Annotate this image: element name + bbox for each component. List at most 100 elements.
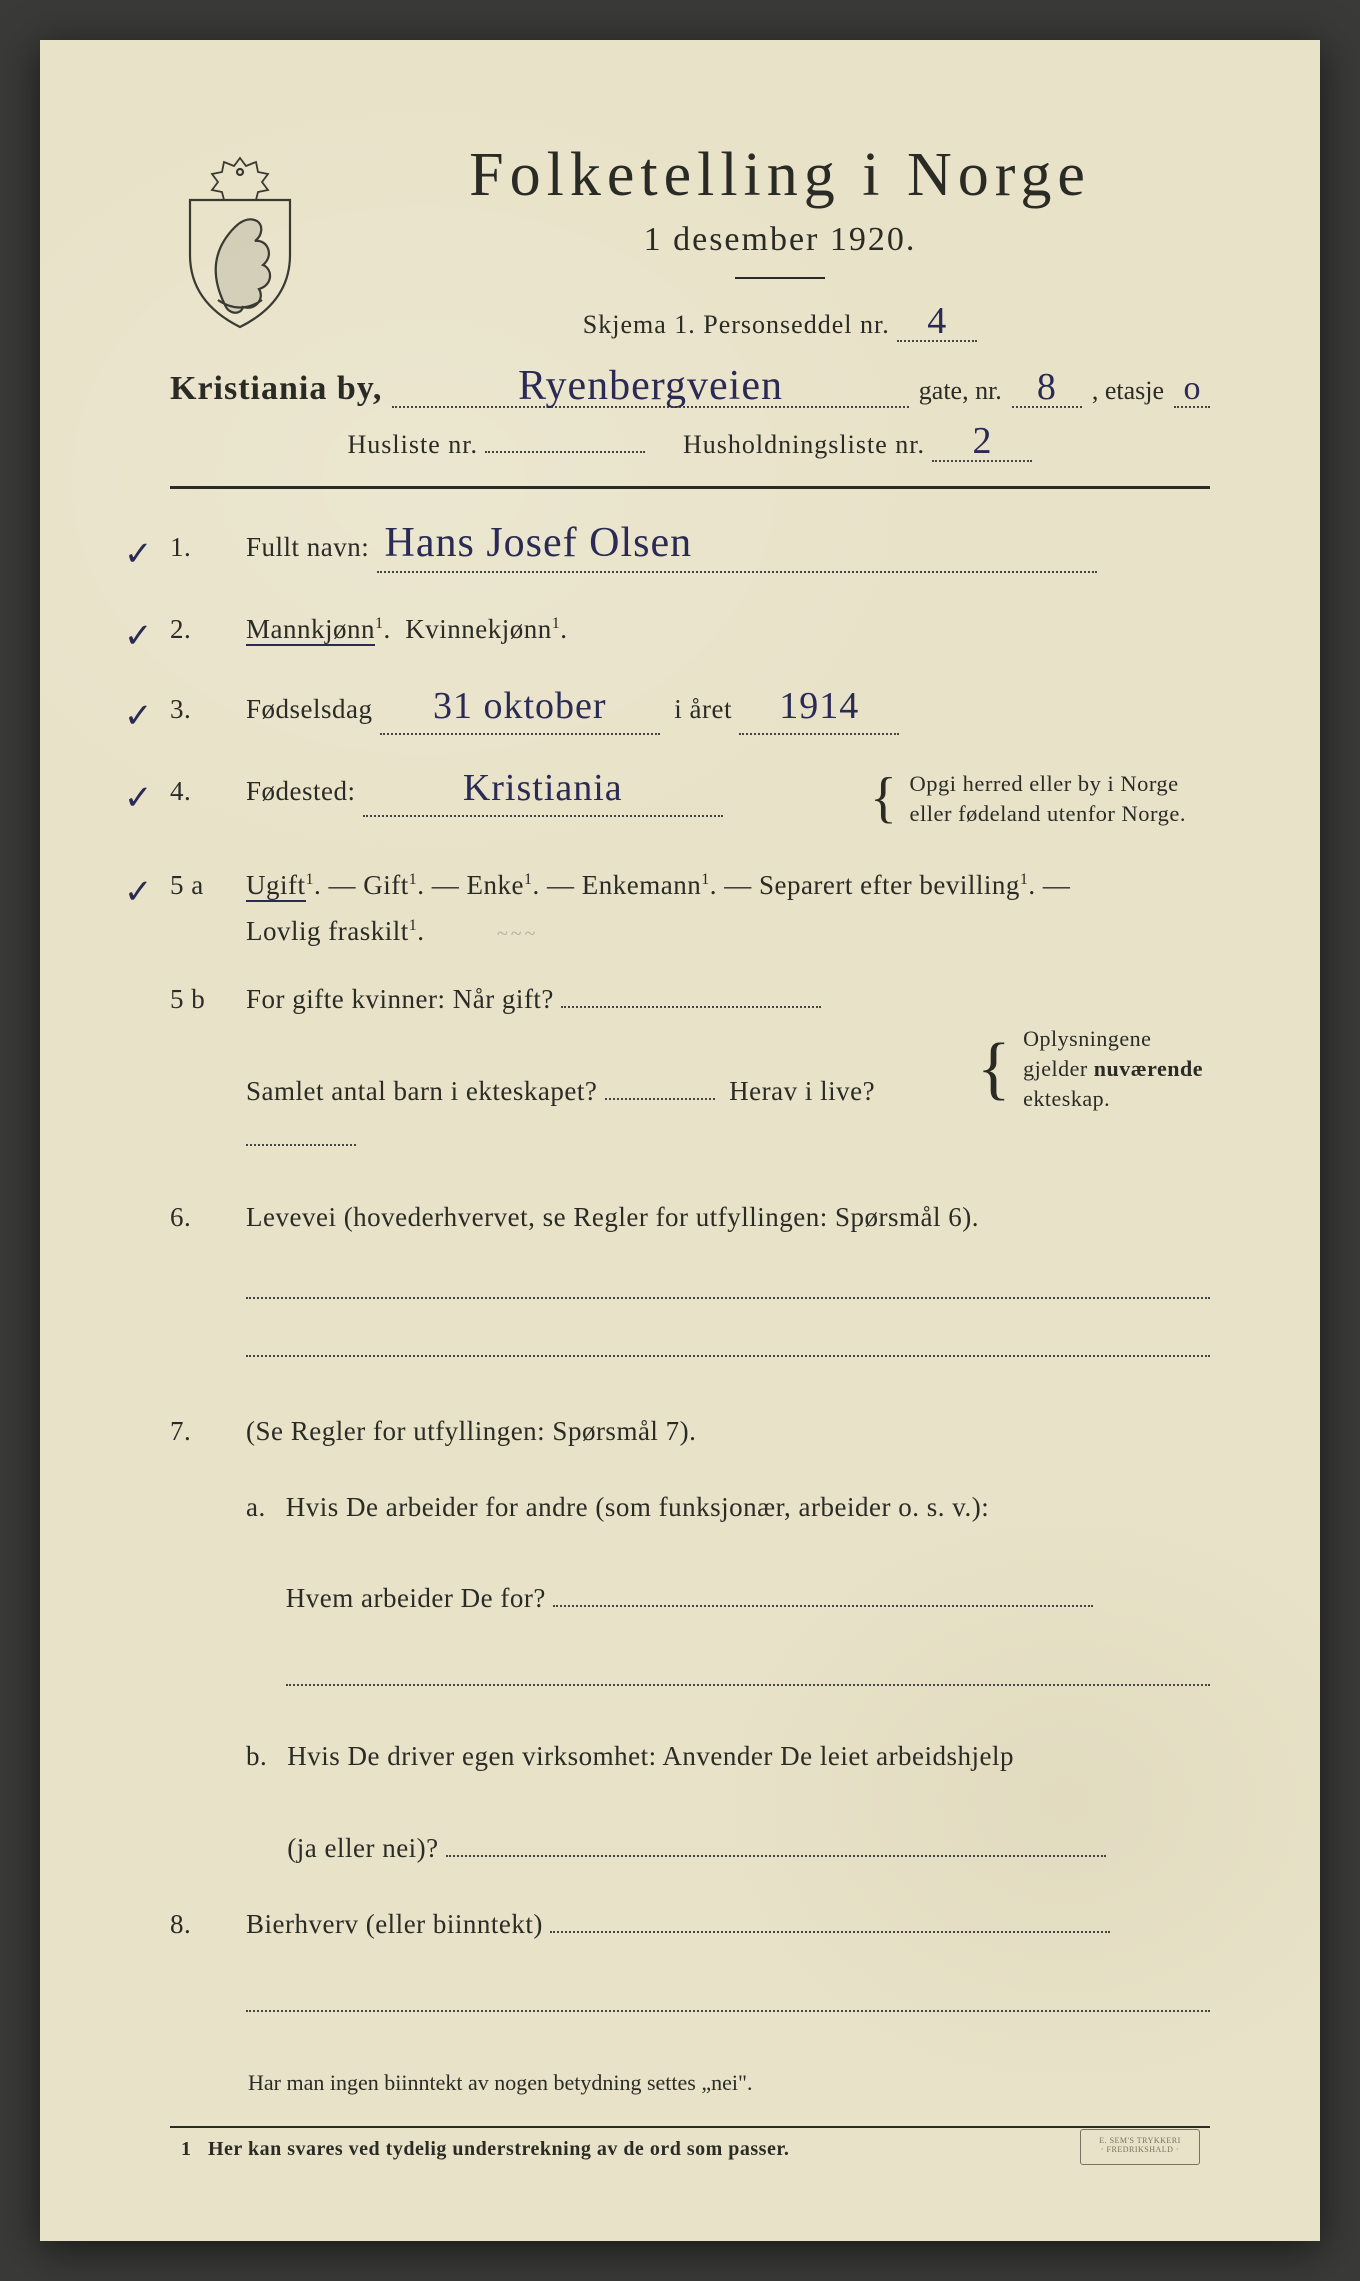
question-2: ✓ 2. Mannkjønn1. Kvinnekjønn1. bbox=[170, 607, 1210, 653]
question-7: 7. (Se Regler for utfyllingen: Spørsmål … bbox=[170, 1409, 1210, 1872]
q3-label-b: i året bbox=[674, 694, 732, 724]
birth-day-field[interactable]: 31 oktober bbox=[380, 687, 660, 735]
option-gift[interactable]: Gift bbox=[363, 870, 409, 900]
q7-label: (Se Regler for utfyllingen: Spørsmål 7). bbox=[246, 1416, 696, 1446]
gate-nr-value: 8 bbox=[1037, 366, 1057, 408]
hired-help-field[interactable] bbox=[446, 1855, 1106, 1857]
option-enkemann[interactable]: Enkemann bbox=[582, 870, 701, 900]
birthplace-value: Kristiania bbox=[463, 767, 623, 809]
employer-field[interactable] bbox=[553, 1605, 1093, 1607]
q4-num: ✓ 4. bbox=[170, 776, 226, 807]
q6-label: Levevei (hovederhvervet, se Regler for u… bbox=[246, 1202, 979, 1232]
secondary-occupation-field[interactable] bbox=[550, 1931, 1110, 1933]
street-value: Ryenbergveien bbox=[518, 363, 783, 409]
q3-num: ✓ 3. bbox=[170, 694, 226, 725]
question-5a: ✓ 5 a Ugift1. — Gift1. — Enke1. — Enkema… bbox=[170, 863, 1210, 955]
q8-num: 8. bbox=[170, 1909, 226, 1940]
coat-of-arms-icon bbox=[170, 150, 310, 330]
husliste-label: Husliste nr. bbox=[348, 430, 478, 459]
check-icon: ✓ bbox=[124, 696, 153, 736]
q7a-line-2[interactable] bbox=[286, 1658, 1210, 1686]
q7a-text1: Hvis De arbeider for andre (som funksjon… bbox=[286, 1492, 989, 1522]
hushold-value: 2 bbox=[972, 420, 992, 462]
full-name-value: Hans Josef Olsen bbox=[385, 520, 693, 566]
marriage-year-field[interactable] bbox=[561, 1006, 821, 1008]
question-8: 8. Bierhverv (eller biinntekt) bbox=[170, 1902, 1210, 2042]
option-separert[interactable]: Separert efter bevilling bbox=[759, 870, 1020, 900]
option-enke[interactable]: Enke bbox=[467, 870, 524, 900]
q5a-body: Ugift1. — Gift1. — Enke1. — Enkemann1. —… bbox=[246, 863, 1210, 955]
option-female[interactable]: Kvinnekjønn bbox=[405, 614, 552, 644]
question-3: ✓ 3. Fødselsdag 31 oktober i året 1914 bbox=[170, 687, 1210, 735]
street-field[interactable]: Ryenbergveien bbox=[392, 370, 908, 408]
title-block: Folketelling i Norge 1 desember 1920. Sk… bbox=[350, 140, 1210, 342]
q8-label: Bierhverv (eller biinntekt) bbox=[246, 1909, 543, 1939]
children-total-field[interactable] bbox=[605, 1098, 715, 1100]
bottom-instruction: Har man ingen biinntekt av nogen betydni… bbox=[248, 2070, 1210, 2096]
footnote: 1 Her kan svares ved tydelig understrekn… bbox=[170, 2138, 1210, 2161]
question-6: 6. Levevei (hovederhvervet, se Regler fo… bbox=[170, 1195, 1210, 1387]
q7b-text1: Hvis De driver egen virksomhet: Anvender… bbox=[287, 1741, 1014, 1771]
option-fraskilt[interactable]: Lovlig fraskilt bbox=[246, 916, 409, 946]
q7-num: 7. bbox=[170, 1416, 226, 1447]
address-row-2: Husliste nr. Husholdningsliste nr. 2 bbox=[170, 426, 1210, 462]
gate-label: gate, nr. bbox=[919, 376, 1002, 406]
hushold-field[interactable]: 2 bbox=[932, 426, 1032, 462]
q7b-text2: (ja eller nei)? bbox=[287, 1833, 438, 1863]
brace-icon: { bbox=[977, 1044, 1011, 1093]
q3-label-a: Fødselsdag bbox=[246, 694, 373, 724]
q2-body: Mannkjønn1. Kvinnekjønn1. bbox=[246, 607, 1210, 653]
q7b: b. Hvis De driver egen virksomhet: Anven… bbox=[246, 1734, 1210, 1872]
q5a-num: ✓ 5 a bbox=[170, 870, 226, 901]
date-underline bbox=[735, 277, 825, 279]
check-icon: ✓ bbox=[124, 778, 153, 818]
question-1: ✓ 1. Fullt navn: Hans Josef Olsen bbox=[170, 525, 1210, 573]
personseddel-nr-value: 4 bbox=[927, 300, 947, 342]
q4-body: Fødested: Kristiania { Opgi herred eller… bbox=[246, 769, 1210, 830]
personseddel-nr-field[interactable]: 4 bbox=[897, 306, 977, 342]
husliste-field[interactable] bbox=[485, 451, 645, 453]
q6-line-1[interactable] bbox=[246, 1271, 1210, 1299]
full-name-field[interactable]: Hans Josef Olsen bbox=[377, 525, 1097, 573]
birthplace-field[interactable]: Kristiania bbox=[363, 769, 723, 817]
hushold-label: Husholdningsliste nr. bbox=[683, 430, 925, 459]
q5b-label-b: Samlet antal barn i ekteskapet? bbox=[246, 1076, 597, 1106]
q5b-label-c: Herav i live? bbox=[729, 1076, 875, 1106]
q5b-body: For gifte kvinner: Når gift? Samlet anta… bbox=[246, 977, 1210, 1161]
q1-num: ✓ 1. bbox=[170, 532, 226, 563]
q8-body: Bierhverv (eller biinntekt) bbox=[246, 1902, 1210, 2042]
q7b-marker: b. bbox=[246, 1734, 267, 1872]
birth-year-value: 1914 bbox=[779, 685, 859, 727]
q7a-marker: a. bbox=[246, 1485, 266, 1717]
check-icon: ✓ bbox=[124, 534, 153, 574]
form-number-line: Skjema 1. Personseddel nr. 4 bbox=[350, 306, 1210, 342]
main-title: Folketelling i Norge bbox=[350, 140, 1210, 211]
q8-line-2[interactable] bbox=[246, 1984, 1210, 2012]
etasje-field[interactable]: o bbox=[1174, 374, 1210, 408]
printer-stamp: E. SEM'S TRYKKERI· FREDRIKSHALD · bbox=[1080, 2129, 1200, 2165]
q6-num: 6. bbox=[170, 1202, 226, 1233]
q6-body: Levevei (hovederhvervet, se Regler for u… bbox=[246, 1195, 1210, 1387]
option-male[interactable]: Mannkjønn bbox=[246, 614, 375, 646]
q3-body: Fødselsdag 31 oktober i året 1914 bbox=[246, 687, 1210, 735]
main-divider bbox=[170, 486, 1210, 489]
etasje-label: , etasje bbox=[1092, 376, 1164, 406]
q2-num: ✓ 2. bbox=[170, 614, 226, 645]
census-date: 1 desember 1920. bbox=[350, 221, 1210, 259]
gate-nr-field[interactable]: 8 bbox=[1012, 372, 1082, 408]
header: Folketelling i Norge 1 desember 1920. Sk… bbox=[170, 140, 1210, 342]
question-5b: 5 b For gifte kvinner: Når gift? Samlet … bbox=[170, 977, 1210, 1161]
birth-year-field[interactable]: 1914 bbox=[739, 687, 899, 735]
form-label: Skjema 1. Personseddel nr. bbox=[583, 310, 890, 339]
q7-body: (Se Regler for utfyllingen: Spørsmål 7).… bbox=[246, 1409, 1210, 1872]
children-alive-field[interactable] bbox=[246, 1144, 356, 1146]
address-block: Kristiania by, Ryenbergveien gate, nr. 8… bbox=[170, 370, 1210, 462]
q6-line-2[interactable] bbox=[246, 1329, 1210, 1357]
check-icon: ✓ bbox=[124, 616, 153, 656]
option-ugift[interactable]: Ugift bbox=[246, 870, 306, 902]
birth-day-value: 31 oktober bbox=[433, 685, 607, 727]
question-4: ✓ 4. Fødested: Kristiania { Opgi herred … bbox=[170, 769, 1210, 830]
etasje-value: o bbox=[1184, 370, 1201, 407]
q4-side-note: { Opgi herred eller by i Norge eller fød… bbox=[870, 769, 1210, 830]
address-row-1: Kristiania by, Ryenbergveien gate, nr. 8… bbox=[170, 370, 1210, 408]
